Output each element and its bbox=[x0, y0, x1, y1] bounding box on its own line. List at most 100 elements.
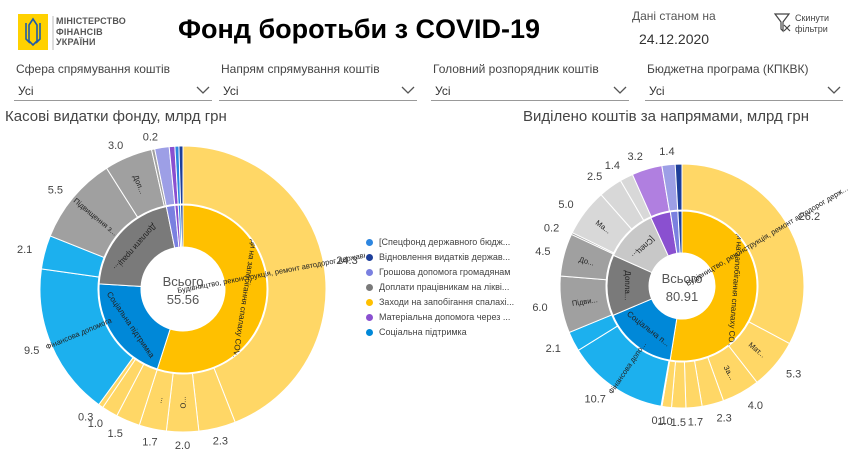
right-value-label: 0.1 bbox=[651, 415, 666, 427]
filter-sphere-value: Усі bbox=[18, 84, 34, 98]
left-outer-text: О... bbox=[179, 396, 188, 408]
legend-label: Заходи на запобігання спалахі... bbox=[379, 297, 515, 307]
left-inner-segment[interactable] bbox=[180, 204, 184, 248]
right-outer-segment[interactable] bbox=[674, 163, 683, 211]
reset-filters-button[interactable] bbox=[771, 10, 841, 40]
legend-label: Доплати працівникам на лікві... bbox=[379, 282, 510, 292]
legend-item-prevention[interactable]: Заходи на запобігання спалахі... bbox=[366, 297, 514, 307]
date-caption: Дані станом на bbox=[632, 9, 716, 23]
legend-label: Відновлення видатків держав... bbox=[379, 252, 511, 262]
chart-left-title: Касові видатки фонду, млрд грн bbox=[5, 108, 227, 125]
chevron-down-icon bbox=[613, 86, 627, 94]
legend-swatch bbox=[366, 239, 373, 246]
legend-swatch bbox=[366, 314, 373, 321]
filter-direction-dropdown[interactable]: Усі bbox=[219, 81, 417, 101]
right-value-label: 10.7 bbox=[584, 394, 605, 406]
chevron-down-icon bbox=[827, 86, 841, 94]
right-center-label: Всього bbox=[662, 271, 703, 286]
chevron-down-icon bbox=[401, 86, 415, 94]
legend-item-bonuses[interactable]: Доплати працівникам на лікві... bbox=[366, 282, 509, 292]
reset-line-2: фільтри bbox=[795, 24, 828, 34]
right-value-label: 4.5 bbox=[535, 246, 550, 258]
right-inner-label: Допла... bbox=[623, 270, 632, 300]
right-value-label: 5.0 bbox=[558, 199, 573, 211]
left-center-value: 55.56 bbox=[167, 292, 200, 307]
legend-swatch bbox=[366, 254, 373, 261]
page-title: Фонд боротьби з COVID-19 bbox=[178, 14, 541, 44]
filter-direction-label: Напрям спрямування коштів bbox=[221, 62, 380, 76]
filter-manager-label: Головний розпорядник коштів bbox=[433, 62, 599, 76]
reset-filters-label[interactable]: Скинути фільтри bbox=[795, 13, 845, 35]
legend-label: Матеріальна допомога через ... bbox=[379, 312, 511, 322]
right-value-label: 1.5 bbox=[671, 417, 686, 429]
ministry-line-3: УКРАЇНИ bbox=[56, 37, 96, 47]
right-outer-text: До... bbox=[578, 255, 595, 268]
right-value-label: 2.1 bbox=[546, 343, 561, 355]
right-value-label: 1.4 bbox=[659, 146, 674, 158]
filter-manager-value: Усі bbox=[435, 84, 451, 98]
left-value-label: 0.2 bbox=[143, 131, 158, 143]
ministry-name: МІНІСТЕРСТВО ФІНАНСІВ УКРАЇНИ bbox=[56, 16, 126, 48]
left-value-label: 1.7 bbox=[142, 436, 157, 448]
right-outer-segment[interactable] bbox=[681, 163, 805, 345]
left-outer-segment[interactable] bbox=[178, 145, 184, 205]
right-value-label: 2.5 bbox=[587, 171, 602, 183]
left-inner-segment[interactable] bbox=[156, 204, 268, 374]
right-value-label: 5.3 bbox=[786, 369, 801, 381]
filter-manager-dropdown[interactable]: Усі bbox=[431, 81, 629, 101]
left-center-label: Всього bbox=[163, 274, 204, 289]
right-center-value: 80.91 bbox=[666, 289, 699, 304]
legend-item-material-aid[interactable]: Матеріальна допомога через ... bbox=[366, 312, 510, 322]
left-outer-segment[interactable] bbox=[182, 145, 327, 423]
legend-item-spetsfond[interactable]: [Спецфонд державного бюдж... bbox=[366, 237, 510, 247]
ministry-line-2: ФІНАНСІВ bbox=[56, 26, 103, 37]
right-value-label: 1.4 bbox=[605, 160, 620, 172]
left-center bbox=[141, 247, 225, 331]
chart-right-title: Виділено коштів за напрямами, млрд грн bbox=[523, 108, 809, 125]
right-inner-segment[interactable] bbox=[677, 210, 683, 254]
legend-swatch bbox=[366, 269, 373, 276]
right-outer-text: Підви... bbox=[571, 295, 598, 308]
legend-item-social[interactable]: Соціальна підтримка bbox=[366, 327, 467, 337]
left-value-label: 24.3 bbox=[336, 255, 357, 267]
legend-swatch bbox=[366, 299, 373, 306]
filter-sphere-dropdown[interactable]: Усі bbox=[14, 81, 212, 101]
left-value-label: 9.5 bbox=[24, 345, 39, 357]
filter-program-dropdown[interactable]: Усі bbox=[645, 81, 843, 101]
left-value-label: 5.5 bbox=[48, 184, 63, 196]
filter-program-value: Усі bbox=[649, 84, 665, 98]
right-value-label: 4.0 bbox=[748, 400, 763, 412]
legend-swatch bbox=[366, 284, 373, 291]
left-value-label: 1.5 bbox=[108, 428, 123, 440]
right-value-label: 1.7 bbox=[688, 416, 703, 428]
legend-label: [Спецфонд державного бюдж... bbox=[379, 237, 511, 247]
ministry-line-1: МІНІСТЕРСТВО bbox=[56, 16, 127, 26]
date-value: 24.12.2020 bbox=[639, 31, 710, 47]
left-value-label: 1.0 bbox=[88, 418, 103, 430]
filter-program-label: Бюджетна програма (КПКВК) bbox=[647, 62, 809, 76]
right-value-label: 6.0 bbox=[532, 302, 547, 314]
legend-item-cash-aid[interactable]: Грошова допомога громадянам bbox=[366, 267, 510, 277]
filter-direction-value: Усі bbox=[223, 84, 239, 98]
filter-sphere-label: Сфера спрямування коштів bbox=[16, 62, 171, 76]
right-value-label: 26.2 bbox=[799, 211, 820, 223]
left-value-label: 3.0 bbox=[108, 140, 123, 152]
left-value-label: 2.0 bbox=[175, 440, 190, 449]
legend-item-restoration[interactable]: Відновлення видатків держав... bbox=[366, 252, 510, 262]
legend-swatch bbox=[366, 329, 373, 336]
right-value-label: 0.2 bbox=[544, 223, 559, 235]
filter-clear-icon bbox=[773, 13, 791, 33]
right-center bbox=[649, 253, 715, 319]
right-value-label: 3.2 bbox=[628, 151, 643, 163]
left-value-label: 2.1 bbox=[17, 244, 32, 256]
right-value-label: 1.0 bbox=[657, 416, 672, 428]
left-value-label: 2.3 bbox=[213, 435, 228, 447]
legend-label: Грошова допомога громадянам bbox=[379, 267, 511, 277]
ministry-logo bbox=[18, 14, 54, 50]
left-value-label: 0.3 bbox=[78, 412, 93, 424]
left-outer-text: ... bbox=[154, 396, 164, 404]
right-value-label: 2.3 bbox=[716, 413, 731, 425]
right-inner-segment[interactable] bbox=[669, 210, 758, 362]
